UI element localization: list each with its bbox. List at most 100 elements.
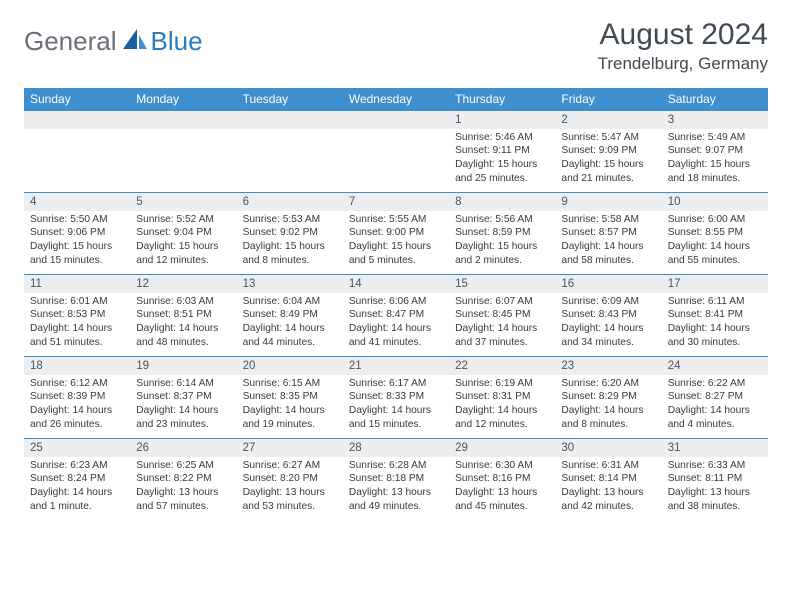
day-cell: Sunrise: 6:28 AMSunset: 8:18 PMDaylight:… — [343, 457, 449, 521]
day-cell: Sunrise: 6:15 AMSunset: 8:35 PMDaylight:… — [237, 375, 343, 439]
day-number: 31 — [662, 439, 768, 457]
daylight-text-1: Daylight: 14 hours — [30, 404, 124, 418]
sunset-text: Sunset: 8:27 PM — [668, 390, 762, 404]
day-cell: Sunrise: 6:33 AMSunset: 8:11 PMDaylight:… — [662, 457, 768, 521]
calendar-table: Sunday Monday Tuesday Wednesday Thursday… — [24, 88, 768, 521]
day-number — [24, 111, 130, 129]
daylight-text-1: Daylight: 13 hours — [243, 486, 337, 500]
day-detail-row: Sunrise: 6:23 AMSunset: 8:24 PMDaylight:… — [24, 457, 768, 521]
daylight-text-2: and 42 minutes. — [561, 500, 655, 514]
day-number: 15 — [449, 275, 555, 293]
day-cell: Sunrise: 5:47 AMSunset: 9:09 PMDaylight:… — [555, 129, 661, 193]
weekday-header: Tuesday — [237, 88, 343, 111]
weekday-header: Wednesday — [343, 88, 449, 111]
day-detail-row: Sunrise: 5:50 AMSunset: 9:06 PMDaylight:… — [24, 211, 768, 275]
day-number: 6 — [237, 193, 343, 211]
daylight-text-2: and 44 minutes. — [243, 336, 337, 350]
weekday-header: Friday — [555, 88, 661, 111]
day-cell: Sunrise: 6:17 AMSunset: 8:33 PMDaylight:… — [343, 375, 449, 439]
sunrise-text: Sunrise: 5:52 AM — [136, 213, 230, 227]
day-number: 23 — [555, 357, 661, 375]
day-cell: Sunrise: 6:25 AMSunset: 8:22 PMDaylight:… — [130, 457, 236, 521]
daylight-text-1: Daylight: 13 hours — [561, 486, 655, 500]
day-cell: Sunrise: 6:01 AMSunset: 8:53 PMDaylight:… — [24, 293, 130, 357]
sunset-text: Sunset: 8:59 PM — [455, 226, 549, 240]
sunrise-text: Sunrise: 6:25 AM — [136, 459, 230, 473]
daylight-text-2: and 41 minutes. — [349, 336, 443, 350]
day-number: 30 — [555, 439, 661, 457]
sunrise-text: Sunrise: 6:31 AM — [561, 459, 655, 473]
sunset-text: Sunset: 8:14 PM — [561, 472, 655, 486]
daylight-text-2: and 21 minutes. — [561, 172, 655, 186]
day-cell: Sunrise: 5:52 AMSunset: 9:04 PMDaylight:… — [130, 211, 236, 275]
day-number: 28 — [343, 439, 449, 457]
day-cell: Sunrise: 6:00 AMSunset: 8:55 PMDaylight:… — [662, 211, 768, 275]
day-number — [130, 111, 236, 129]
day-number — [237, 111, 343, 129]
daylight-text-2: and 1 minute. — [30, 500, 124, 514]
day-cell: Sunrise: 6:20 AMSunset: 8:29 PMDaylight:… — [555, 375, 661, 439]
location: Trendelburg, Germany — [598, 54, 768, 74]
weekday-header: Sunday — [24, 88, 130, 111]
sunrise-text: Sunrise: 6:27 AM — [243, 459, 337, 473]
weekday-header: Saturday — [662, 88, 768, 111]
day-cell: Sunrise: 6:22 AMSunset: 8:27 PMDaylight:… — [662, 375, 768, 439]
day-number: 18 — [24, 357, 130, 375]
daylight-text-2: and 8 minutes. — [243, 254, 337, 268]
sunset-text: Sunset: 8:57 PM — [561, 226, 655, 240]
daylight-text-2: and 53 minutes. — [243, 500, 337, 514]
sunrise-text: Sunrise: 6:20 AM — [561, 377, 655, 391]
sunset-text: Sunset: 9:11 PM — [455, 144, 549, 158]
day-detail-row: Sunrise: 6:01 AMSunset: 8:53 PMDaylight:… — [24, 293, 768, 357]
day-number: 24 — [662, 357, 768, 375]
sunrise-text: Sunrise: 6:28 AM — [349, 459, 443, 473]
sunset-text: Sunset: 9:06 PM — [30, 226, 124, 240]
sunset-text: Sunset: 9:04 PM — [136, 226, 230, 240]
daylight-text-1: Daylight: 14 hours — [561, 322, 655, 336]
daylight-text-2: and 38 minutes. — [668, 500, 762, 514]
sunset-text: Sunset: 8:35 PM — [243, 390, 337, 404]
daylight-text-1: Daylight: 15 hours — [561, 158, 655, 172]
day-number: 26 — [130, 439, 236, 457]
sunset-text: Sunset: 8:20 PM — [243, 472, 337, 486]
day-cell: Sunrise: 6:09 AMSunset: 8:43 PMDaylight:… — [555, 293, 661, 357]
day-detail-row: Sunrise: 6:12 AMSunset: 8:39 PMDaylight:… — [24, 375, 768, 439]
daylight-text-2: and 18 minutes. — [668, 172, 762, 186]
day-cell: Sunrise: 5:53 AMSunset: 9:02 PMDaylight:… — [237, 211, 343, 275]
sunset-text: Sunset: 8:43 PM — [561, 308, 655, 322]
day-number: 12 — [130, 275, 236, 293]
day-number — [343, 111, 449, 129]
daylight-text-2: and 12 minutes. — [455, 418, 549, 432]
daylight-text-2: and 45 minutes. — [455, 500, 549, 514]
day-cell: Sunrise: 5:56 AMSunset: 8:59 PMDaylight:… — [449, 211, 555, 275]
sunrise-text: Sunrise: 5:46 AM — [455, 131, 549, 145]
daylight-text-1: Daylight: 14 hours — [668, 322, 762, 336]
weekday-header: Thursday — [449, 88, 555, 111]
day-cell: Sunrise: 6:27 AMSunset: 8:20 PMDaylight:… — [237, 457, 343, 521]
daylight-text-2: and 51 minutes. — [30, 336, 124, 350]
sunrise-text: Sunrise: 6:04 AM — [243, 295, 337, 309]
month-title: August 2024 — [598, 18, 768, 52]
day-number-row: 123 — [24, 111, 768, 129]
sunrise-text: Sunrise: 6:15 AM — [243, 377, 337, 391]
day-number-row: 18192021222324 — [24, 357, 768, 375]
sunset-text: Sunset: 8:41 PM — [668, 308, 762, 322]
sunrise-text: Sunrise: 6:30 AM — [455, 459, 549, 473]
sunset-text: Sunset: 8:16 PM — [455, 472, 549, 486]
weekday-header-row: Sunday Monday Tuesday Wednesday Thursday… — [24, 88, 768, 111]
daylight-text-1: Daylight: 15 hours — [455, 158, 549, 172]
day-number: 13 — [237, 275, 343, 293]
day-number: 4 — [24, 193, 130, 211]
logo-text-general: General — [24, 26, 117, 57]
sunrise-text: Sunrise: 5:58 AM — [561, 213, 655, 227]
day-number: 29 — [449, 439, 555, 457]
daylight-text-2: and 15 minutes. — [30, 254, 124, 268]
daylight-text-1: Daylight: 14 hours — [455, 404, 549, 418]
sunset-text: Sunset: 9:07 PM — [668, 144, 762, 158]
day-cell — [24, 129, 130, 193]
daylight-text-2: and 26 minutes. — [30, 418, 124, 432]
sunrise-text: Sunrise: 6:06 AM — [349, 295, 443, 309]
sunrise-text: Sunrise: 6:03 AM — [136, 295, 230, 309]
daylight-text-1: Daylight: 15 hours — [30, 240, 124, 254]
day-number: 3 — [662, 111, 768, 129]
